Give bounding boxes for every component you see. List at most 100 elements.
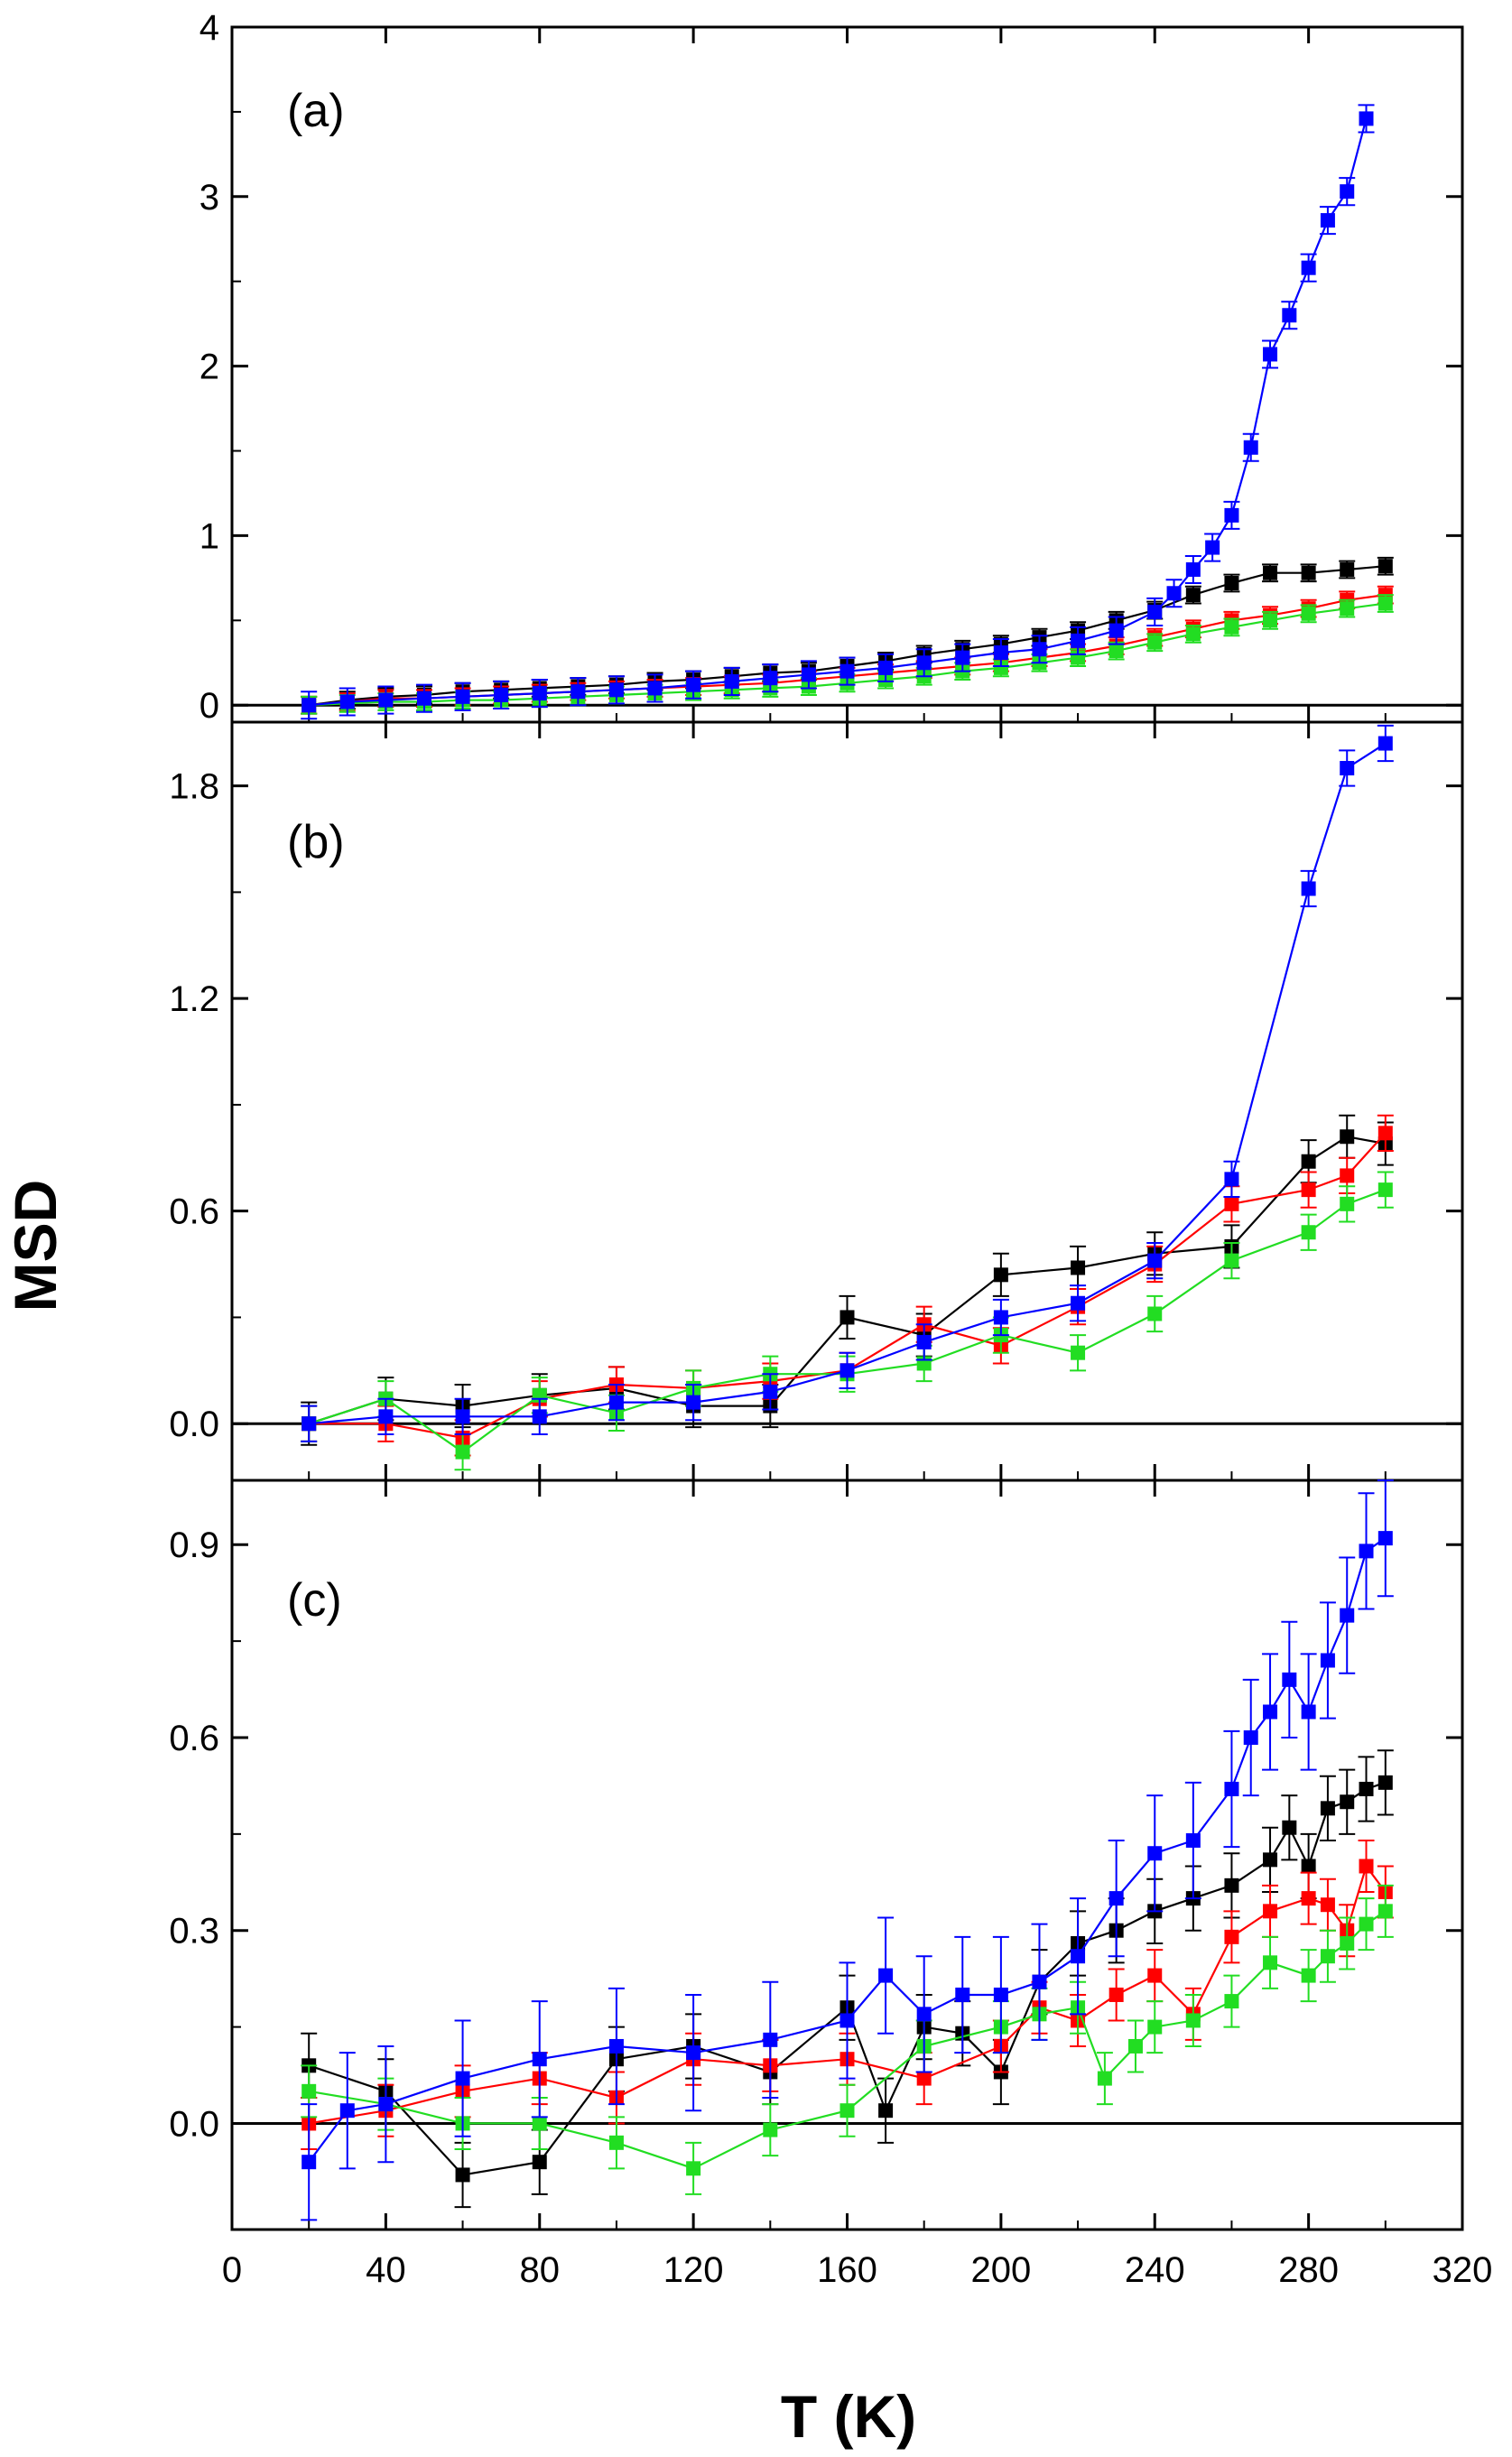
- data-point: [1185, 626, 1201, 642]
- data-point: [1359, 1781, 1374, 1796]
- data-point: [1282, 308, 1297, 323]
- data-point: [647, 681, 663, 696]
- data-point: [1071, 1345, 1086, 1360]
- data-point: [763, 671, 778, 686]
- y-tick-label: 0.3: [169, 1912, 219, 1952]
- y-tick-label: 0: [199, 686, 219, 726]
- data-point: [1224, 1253, 1239, 1268]
- data-point: [1377, 596, 1393, 611]
- x-tick-label: 320: [1433, 2250, 1493, 2290]
- data-point: [839, 1363, 855, 1378]
- data-point: [1205, 540, 1220, 555]
- data-point: [1340, 184, 1355, 199]
- data-point: [916, 2071, 932, 2086]
- data-point: [532, 1409, 547, 1424]
- data-point: [455, 2071, 470, 2086]
- data-point: [839, 1310, 855, 1325]
- data-point: [301, 1416, 317, 1432]
- data-point: [1224, 507, 1239, 523]
- y-tick-label: 0.0: [169, 1405, 219, 1444]
- data-point: [1185, 2013, 1201, 2028]
- data-point: [686, 2161, 701, 2176]
- data-point: [1377, 559, 1393, 574]
- data-point: [1032, 642, 1047, 657]
- data-point: [1301, 1225, 1316, 1240]
- data-point: [1263, 613, 1278, 628]
- data-point: [724, 673, 739, 689]
- data-point: [1340, 1168, 1355, 1183]
- data-point: [1185, 1832, 1201, 1848]
- data-point: [455, 1409, 470, 1424]
- series-line: [309, 1864, 1387, 2125]
- data-point: [801, 667, 816, 682]
- series-line: [309, 1132, 1387, 1440]
- data-point: [532, 2052, 547, 2067]
- data-point: [993, 1987, 1008, 2002]
- data-point: [1071, 633, 1086, 648]
- panel-2: 0.0 0.6 1.2 1.8 (b): [169, 720, 1464, 1482]
- data-point: [916, 655, 932, 671]
- data-point: [763, 2032, 778, 2047]
- data-point: [763, 1384, 778, 1399]
- y-tick-label: 0.6: [169, 1192, 219, 1232]
- data-point: [301, 698, 317, 713]
- data-point: [1243, 440, 1258, 455]
- series-line: [309, 742, 1387, 1425]
- panel-frame: [230, 25, 1464, 724]
- data-point: [1377, 1182, 1393, 1198]
- data-point: [993, 660, 1008, 675]
- y-tick-label: 0.0: [169, 2104, 219, 2144]
- data-point: [1147, 1253, 1163, 1268]
- data-point: [1301, 606, 1316, 621]
- data-point: [839, 2013, 855, 2028]
- data-point: [1301, 260, 1316, 275]
- panel-3: 0.0 0.3 0.6 0.9 0 40 80 120 160 200 240 280 320 (c): [169, 1479, 1493, 2290]
- data-point: [1377, 736, 1393, 751]
- series-line: [308, 1136, 1386, 1425]
- data-point: [1340, 1794, 1355, 1810]
- data-point: [608, 2038, 624, 2054]
- data-point: [455, 1444, 470, 1460]
- data-point: [1340, 1608, 1355, 1623]
- data-point: [1147, 1968, 1163, 1983]
- data-point: [1097, 2071, 1112, 2086]
- x-tick-label: 0: [222, 2250, 242, 2290]
- series-line: [309, 118, 1368, 707]
- panel-label: (a): [287, 85, 345, 137]
- y-tick-label: 0.9: [169, 1525, 219, 1565]
- y-tick-label: 1.2: [169, 979, 219, 1019]
- data-point: [1340, 761, 1355, 776]
- data-point: [1320, 1949, 1335, 1964]
- data-point: [1320, 1653, 1335, 1668]
- data-point: [1377, 1126, 1393, 1141]
- data-point: [378, 2097, 394, 2112]
- data-point: [1108, 1891, 1124, 1906]
- data-point: [686, 677, 701, 692]
- data-point: [378, 692, 394, 708]
- data-point: [1340, 1129, 1355, 1145]
- data-point: [1301, 1859, 1316, 1874]
- y-tick-label: 1: [199, 516, 219, 556]
- data-point: [1263, 347, 1278, 362]
- data-point: [1359, 1859, 1374, 1874]
- data-point: [608, 682, 624, 698]
- x-tick-label: 160: [817, 2250, 877, 2290]
- data-point: [1166, 586, 1182, 601]
- data-point: [339, 2103, 355, 2119]
- y-tick-label: 1.8: [169, 767, 219, 807]
- data-point: [1340, 1935, 1355, 1951]
- panel-label: (c): [287, 1574, 342, 1627]
- data-point: [1340, 601, 1355, 617]
- data-point: [1359, 1916, 1374, 1932]
- data-point: [1301, 1891, 1316, 1906]
- data-point: [1071, 1260, 1086, 1275]
- y-tick-label: 3: [199, 178, 219, 218]
- data-point: [1224, 1196, 1239, 1211]
- data-point: [993, 1310, 1008, 1325]
- data-point: [1359, 1544, 1374, 1559]
- data-point: [608, 1395, 624, 1410]
- data-point: [1359, 111, 1374, 126]
- data-point: [878, 2103, 894, 2119]
- data-point: [878, 1968, 894, 1983]
